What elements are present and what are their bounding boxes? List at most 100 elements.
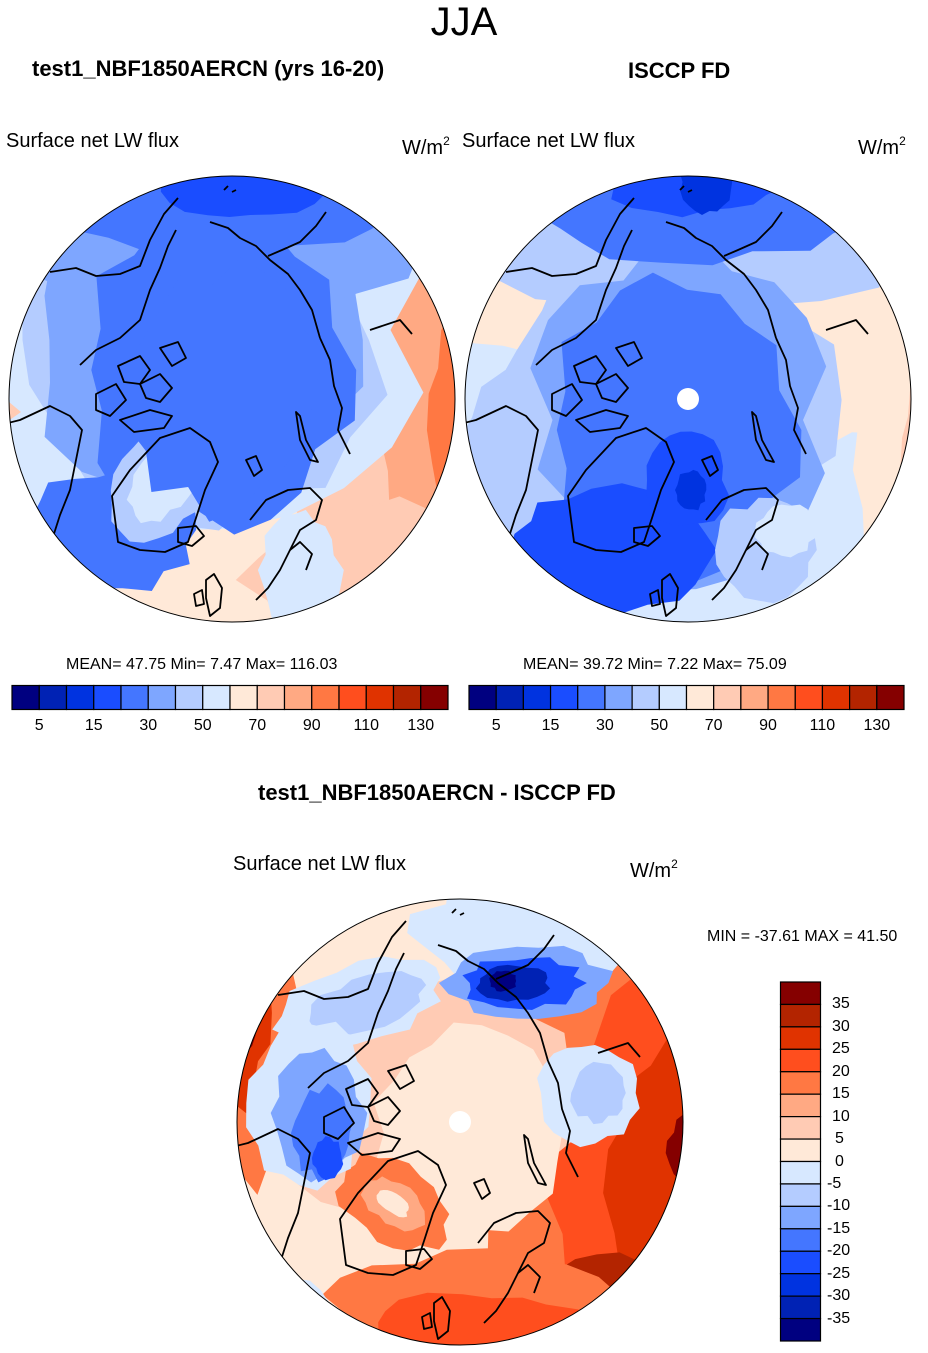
coastline <box>117 355 151 385</box>
contour-region <box>309 971 427 1035</box>
colorbar-tick-label: -20 <box>827 1242 851 1260</box>
colorbar-tick-label: 50 <box>193 717 212 734</box>
coastline <box>575 409 629 433</box>
coastline <box>79 229 177 366</box>
panel-title-model: test1_NBF1850AERCN (yrs 16-20) <box>32 56 385 81</box>
colorbar-box <box>338 684 367 711</box>
colorbar-tick-label: 5 <box>34 717 44 734</box>
coastline <box>751 411 775 463</box>
colorbar-tick-label: 5 <box>491 717 501 734</box>
colorbar-tick-label: 90 <box>302 717 321 734</box>
colorbar-box <box>779 1273 822 1297</box>
stats-obs: MEAN= 39.72 Min= 7.22 Max= 75.09 <box>523 656 787 673</box>
contour-region <box>378 1292 596 1345</box>
coastline <box>451 908 465 916</box>
coastlines <box>9 185 413 617</box>
coastline <box>205 573 223 617</box>
polar-map-obs <box>464 175 912 623</box>
colorbar-model <box>11 684 449 711</box>
coastline <box>825 319 869 335</box>
coastline <box>505 197 635 277</box>
coastline <box>421 1312 433 1330</box>
colorbar-box <box>420 684 449 711</box>
coastline <box>615 341 643 367</box>
colorbar-tick-label: 20 <box>832 1062 850 1080</box>
colorbar-tick-label: -25 <box>827 1264 851 1282</box>
colorbar-box <box>11 684 40 711</box>
coastline <box>701 455 719 477</box>
stats-model: MEAN= 47.75 Min= 7.47 Max= 116.03 <box>66 656 338 673</box>
coastline <box>323 1106 355 1140</box>
coastline <box>237 1128 311 1284</box>
colorbar-box <box>779 1093 822 1118</box>
colorbar-box <box>549 684 579 711</box>
colorbar-tick-label: -35 <box>827 1309 851 1327</box>
coastline <box>495 934 555 980</box>
colorbar-box <box>876 684 905 711</box>
coastline <box>159 341 187 367</box>
contour-region <box>376 1190 409 1218</box>
colorbar-box <box>740 684 769 711</box>
colorbar-box <box>713 684 742 711</box>
coastline <box>661 573 679 617</box>
colorbar-box <box>779 1317 822 1342</box>
contour-fill-group <box>465 176 911 622</box>
coastline <box>745 541 769 571</box>
colorbar-box <box>767 684 796 711</box>
coastline <box>405 1248 433 1270</box>
units-label-model: W/m2 <box>402 129 450 160</box>
colorbar-box <box>658 684 688 711</box>
contour-region <box>570 1061 626 1125</box>
contour-region <box>679 176 733 215</box>
colorbar-box <box>495 684 524 711</box>
variable-label-diff: Surface net LW flux <box>233 853 407 875</box>
colorbar-tick-label: 70 <box>704 717 723 734</box>
colorbar-box <box>779 1250 822 1275</box>
colorbar-tick-label: 110 <box>353 717 379 734</box>
coastline <box>193 589 205 607</box>
coastline <box>177 525 205 547</box>
colorbar-tick-label: 90 <box>759 717 777 734</box>
coastline <box>567 427 675 553</box>
coastline <box>573 355 607 385</box>
coastline <box>95 383 127 417</box>
coastline <box>347 1132 401 1156</box>
panel-title-obs: ISCCP FD <box>628 58 731 83</box>
colorbar-tick-label: 10 <box>832 1107 850 1125</box>
contour-region <box>489 970 517 992</box>
colorbar-obs <box>468 684 905 711</box>
contour-region <box>311 1136 344 1181</box>
coastline <box>551 383 583 417</box>
colorbar-box <box>779 1048 822 1073</box>
coastline <box>523 1134 547 1186</box>
coastline <box>369 319 413 335</box>
colorbar-box <box>794 684 824 711</box>
colorbar-box <box>147 684 177 711</box>
colorbar-box <box>256 684 286 711</box>
colorbar-box <box>779 1116 822 1140</box>
coastline <box>775 337 807 455</box>
colorbar-box <box>365 684 395 711</box>
coastline <box>387 1064 415 1090</box>
contour-region <box>675 469 707 511</box>
colorbar-box <box>685 684 715 711</box>
coastline <box>547 1060 579 1178</box>
main-title: JJA <box>430 0 498 44</box>
colorbar-box <box>779 1160 822 1185</box>
colorbar-diff <box>779 981 822 1342</box>
colorbar-tick-label: 30 <box>832 1017 850 1035</box>
map-boundary <box>8 175 456 623</box>
colorbar-tick-label: 30 <box>139 717 158 734</box>
coastline <box>437 944 549 1062</box>
contour-region <box>118 257 327 522</box>
coastline <box>367 1096 401 1126</box>
colorbar-tick-label: 15 <box>84 717 103 734</box>
colorbar-box <box>174 684 204 711</box>
contour-region <box>160 176 327 217</box>
colorbar-tick-label: 25 <box>832 1040 850 1058</box>
colorbar-tick-label: 35 <box>832 995 850 1013</box>
colorbar-box <box>468 684 497 711</box>
units-base: W/m <box>402 137 444 159</box>
units-exponent: 2 <box>671 857 678 871</box>
colorbar-box <box>779 1003 822 1028</box>
